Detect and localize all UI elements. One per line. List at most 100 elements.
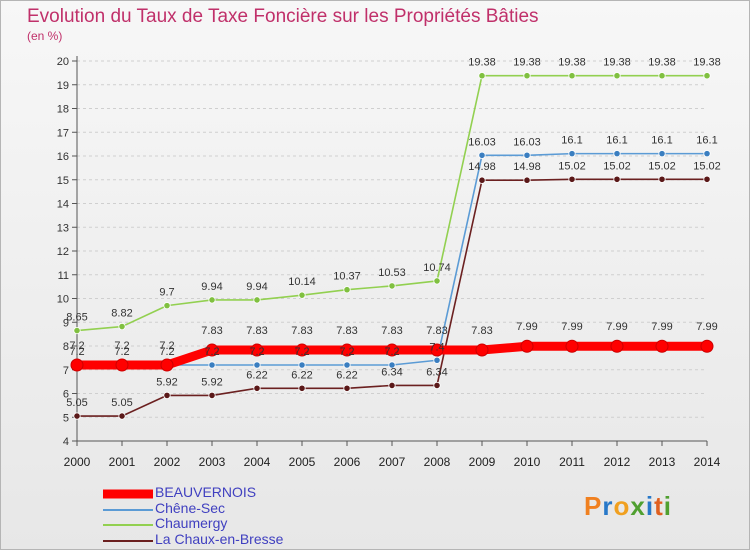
logo-letter: i bbox=[645, 491, 655, 521]
data-label-chene-sec: 7.4 bbox=[429, 341, 444, 353]
data-point-chene-sec bbox=[658, 150, 666, 158]
y-tick-label: 18 bbox=[57, 104, 69, 116]
data-point-chene-sec bbox=[388, 361, 396, 369]
data-label-chaumergy: 9.94 bbox=[201, 281, 222, 293]
y-unit-label: (en %) bbox=[27, 29, 63, 43]
data-label-beauvernois: 7.2 bbox=[159, 340, 174, 352]
data-point-chene-sec bbox=[298, 361, 306, 369]
data-label-beauvernois: 7.83 bbox=[291, 325, 312, 337]
data-label-beauvernois: 7.2 bbox=[114, 340, 129, 352]
data-label-chaumergy: 19.38 bbox=[603, 57, 631, 69]
data-point-la-chaux-en-bresse bbox=[253, 384, 261, 392]
y-tick-label: 10 bbox=[57, 294, 69, 306]
data-point-chaumergy bbox=[388, 282, 396, 290]
data-point-chene-sec bbox=[703, 150, 711, 158]
x-tick-label: 2001 bbox=[109, 455, 136, 469]
legend-swatch-chene-sec bbox=[103, 509, 153, 511]
data-point-chaumergy bbox=[523, 72, 531, 80]
x-tick-label: 2006 bbox=[334, 455, 361, 469]
y-tick-label: 20 bbox=[57, 56, 69, 68]
logo-letter: t bbox=[654, 491, 664, 521]
data-label-beauvernois: 7.99 bbox=[516, 321, 537, 333]
legend-label-chene-sec: Chêne-Sec bbox=[155, 500, 226, 516]
data-point-la-chaux-en-bresse bbox=[163, 391, 171, 399]
x-tick-label: 2012 bbox=[604, 455, 631, 469]
data-label-la-chaux-en-bresse: 6.34 bbox=[426, 366, 447, 378]
data-point-beauvernois bbox=[70, 358, 84, 372]
x-tick-label: 2004 bbox=[244, 455, 271, 469]
data-label-chene-sec: 7.2 bbox=[339, 346, 354, 358]
data-label-chene-sec: 7.2 bbox=[159, 346, 174, 358]
data-point-la-chaux-en-bresse bbox=[298, 384, 306, 392]
data-point-chaumergy bbox=[73, 326, 81, 335]
data-label-beauvernois: 7.83 bbox=[471, 325, 492, 337]
data-point-chaumergy bbox=[298, 291, 306, 299]
data-label-la-chaux-en-bresse: 15.02 bbox=[558, 160, 586, 172]
data-label-beauvernois: 7.99 bbox=[696, 321, 717, 333]
data-point-beauvernois bbox=[250, 343, 264, 357]
y-tick-label: 4 bbox=[63, 436, 69, 448]
data-point-la-chaux-en-bresse bbox=[703, 175, 711, 183]
legend-label-beauvernois: BEAUVERNOIS bbox=[155, 484, 257, 500]
data-label-la-chaux-en-bresse: 14.98 bbox=[513, 161, 541, 173]
data-label-chaumergy: 8.82 bbox=[111, 308, 132, 320]
data-label-chaumergy: 19.38 bbox=[558, 57, 586, 69]
x-tick-label: 2003 bbox=[199, 455, 226, 469]
data-point-la-chaux-en-bresse bbox=[478, 176, 486, 184]
data-point-chene-sec bbox=[343, 361, 351, 369]
data-label-la-chaux-en-bresse: 5.92 bbox=[156, 376, 177, 388]
y-tick-label: 11 bbox=[58, 270, 69, 282]
data-point-chaumergy bbox=[208, 296, 216, 304]
data-label-beauvernois: 7.83 bbox=[336, 325, 357, 337]
x-tick-label: 2000 bbox=[64, 455, 91, 469]
legend-swatch-beauvernois bbox=[103, 489, 153, 499]
data-label-chene-sec: 7.2 bbox=[69, 346, 84, 358]
data-point-chene-sec bbox=[208, 361, 216, 369]
data-label-chene-sec: 7.2 bbox=[384, 346, 399, 358]
chart-title: Evolution du Taux de Taxe Foncière sur l… bbox=[27, 6, 539, 27]
data-label-chene-sec: 16.1 bbox=[561, 135, 582, 147]
proxiti-logo: Proxiti bbox=[584, 491, 672, 522]
data-label-chene-sec: 7.2 bbox=[114, 346, 129, 358]
data-label-chaumergy: 19.38 bbox=[648, 57, 676, 69]
data-label-la-chaux-en-bresse: 14.98 bbox=[468, 161, 496, 173]
data-label-chene-sec: 16.03 bbox=[468, 136, 496, 148]
data-label-beauvernois: 7.99 bbox=[651, 321, 672, 333]
y-tick-label: 15 bbox=[57, 175, 69, 187]
data-label-chene-sec: 16.1 bbox=[651, 135, 672, 147]
data-point-beauvernois bbox=[700, 339, 714, 353]
logo-letter: x bbox=[630, 491, 646, 521]
data-label-chene-sec: 7.2 bbox=[249, 346, 264, 358]
data-point-beauvernois bbox=[385, 343, 399, 357]
y-tick-label: 17 bbox=[57, 127, 69, 139]
data-label-la-chaux-en-bresse: 15.02 bbox=[693, 160, 721, 172]
data-point-chaumergy bbox=[163, 302, 171, 310]
data-point-la-chaux-en-bresse bbox=[433, 381, 441, 390]
data-label-beauvernois: 7.99 bbox=[606, 321, 627, 333]
data-label-beauvernois: 7.83 bbox=[381, 325, 402, 337]
data-label-chene-sec: 7.2 bbox=[294, 346, 309, 358]
logo-letter: o bbox=[613, 491, 631, 521]
data-point-chene-sec bbox=[433, 356, 441, 364]
legend-swatch-chaumergy bbox=[103, 524, 153, 526]
data-point-beauvernois bbox=[565, 339, 579, 353]
y-tick-label: 6 bbox=[63, 389, 69, 401]
data-point-beauvernois bbox=[655, 339, 669, 353]
legend-swatch-la-chaux-en-bresse bbox=[103, 540, 153, 542]
data-point-chene-sec bbox=[478, 151, 486, 159]
data-point-beauvernois bbox=[295, 343, 309, 357]
data-point-beauvernois bbox=[430, 343, 444, 357]
data-label-chaumergy: 19.38 bbox=[513, 57, 541, 69]
data-point-chaumergy bbox=[658, 72, 666, 80]
data-label-la-chaux-en-bresse: 5.05 bbox=[66, 397, 87, 409]
data-label-chaumergy: 9.7 bbox=[159, 287, 174, 299]
data-label-beauvernois: 7.2 bbox=[69, 340, 84, 352]
data-point-la-chaux-en-bresse bbox=[118, 412, 126, 420]
data-point-chene-sec bbox=[568, 150, 576, 158]
data-point-beauvernois bbox=[340, 343, 354, 357]
data-point-la-chaux-en-bresse bbox=[73, 412, 81, 420]
legend-label-chaumergy: Chaumergy bbox=[155, 515, 228, 531]
data-label-chene-sec: 16.1 bbox=[696, 135, 717, 147]
x-tick-label: 2002 bbox=[154, 455, 181, 469]
data-point-chaumergy bbox=[613, 72, 621, 80]
